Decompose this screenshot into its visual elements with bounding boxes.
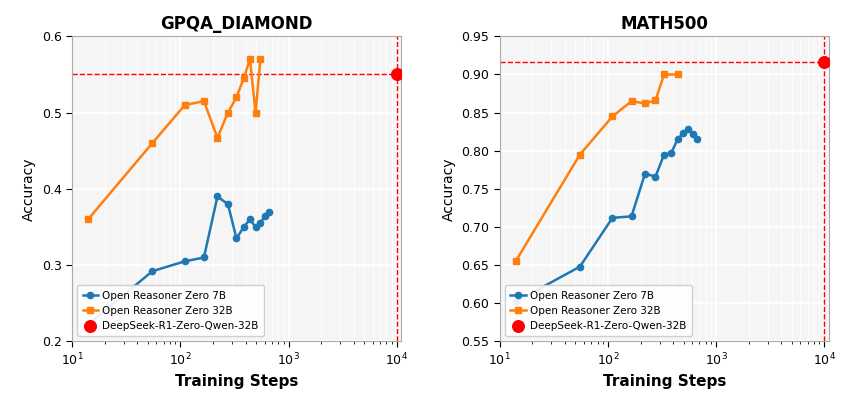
Open Reasoner Zero 7B: [666, 151, 677, 156]
Line: Open Reasoner Zero 7B: Open Reasoner Zero 7B: [85, 194, 272, 328]
Open Reasoner Zero 7B: [239, 225, 249, 229]
Open Reasoner Zero 32B: [511, 259, 521, 264]
Open Reasoner Zero 7B: [260, 213, 270, 218]
Open Reasoner Zero 32B: [659, 72, 669, 77]
Line: Open Reasoner Zero 32B: Open Reasoner Zero 32B: [85, 56, 264, 223]
Open Reasoner Zero 7B: [672, 137, 683, 142]
Open Reasoner Zero 32B: [575, 152, 585, 157]
Open Reasoner Zero 32B: [231, 95, 241, 100]
Open Reasoner Zero 7B: [255, 221, 265, 225]
Title: GPQA_DIAMOND: GPQA_DIAMOND: [161, 15, 313, 34]
Open Reasoner Zero 32B: [245, 57, 255, 62]
Open Reasoner Zero 7B: [692, 137, 702, 142]
Line: Open Reasoner Zero 7B: Open Reasoner Zero 7B: [513, 126, 700, 305]
Open Reasoner Zero 7B: [264, 209, 275, 214]
Open Reasoner Zero 32B: [239, 76, 249, 81]
Legend: Open Reasoner Zero 7B, Open Reasoner Zero 32B, DeepSeek-R1-Zero-Qwen-32B: Open Reasoner Zero 7B, Open Reasoner Zer…: [77, 285, 264, 336]
Open Reasoner Zero 32B: [672, 72, 683, 77]
Open Reasoner Zero 7B: [179, 259, 190, 264]
Open Reasoner Zero 7B: [83, 322, 94, 327]
Open Reasoner Zero 32B: [199, 99, 209, 103]
Open Reasoner Zero 7B: [678, 131, 689, 136]
Open Reasoner Zero 7B: [626, 214, 637, 219]
Open Reasoner Zero 7B: [575, 264, 585, 269]
Open Reasoner Zero 7B: [683, 127, 693, 132]
Open Reasoner Zero 32B: [255, 57, 265, 62]
Open Reasoner Zero 7B: [251, 225, 261, 229]
Legend: Open Reasoner Zero 7B, Open Reasoner Zero 32B, DeepSeek-R1-Zero-Qwen-32B: Open Reasoner Zero 7B, Open Reasoner Zer…: [505, 285, 692, 336]
Open Reasoner Zero 32B: [650, 98, 660, 103]
Open Reasoner Zero 32B: [83, 217, 94, 222]
Open Reasoner Zero 7B: [147, 269, 157, 274]
Open Reasoner Zero 32B: [251, 110, 261, 115]
Open Reasoner Zero 32B: [608, 114, 618, 119]
X-axis label: Training Steps: Training Steps: [603, 374, 726, 389]
Open Reasoner Zero 32B: [212, 135, 223, 140]
Open Reasoner Zero 32B: [223, 110, 233, 115]
DeepSeek-R1-Zero-Qwen-32B: [818, 59, 831, 65]
X-axis label: Training Steps: Training Steps: [175, 374, 298, 389]
Open Reasoner Zero 7B: [650, 174, 660, 179]
Open Reasoner Zero 7B: [245, 217, 255, 222]
Y-axis label: Accuracy: Accuracy: [22, 157, 37, 221]
Open Reasoner Zero 32B: [640, 101, 650, 106]
Open Reasoner Zero 7B: [688, 132, 698, 137]
Open Reasoner Zero 7B: [640, 171, 650, 176]
Open Reasoner Zero 32B: [626, 99, 637, 103]
Open Reasoner Zero 32B: [179, 103, 190, 107]
DeepSeek-R1-Zero-Qwen-32B: [390, 71, 404, 78]
Open Reasoner Zero 7B: [212, 194, 223, 199]
Line: Open Reasoner Zero 32B: Open Reasoner Zero 32B: [513, 72, 681, 265]
Open Reasoner Zero 7B: [511, 299, 521, 304]
Open Reasoner Zero 7B: [223, 202, 233, 206]
Open Reasoner Zero 7B: [199, 255, 209, 260]
Open Reasoner Zero 7B: [659, 152, 669, 157]
Open Reasoner Zero 7B: [231, 236, 241, 241]
Open Reasoner Zero 32B: [147, 141, 157, 145]
Y-axis label: Accuracy: Accuracy: [442, 157, 456, 221]
Open Reasoner Zero 7B: [608, 215, 618, 220]
Title: MATH500: MATH500: [620, 15, 708, 34]
